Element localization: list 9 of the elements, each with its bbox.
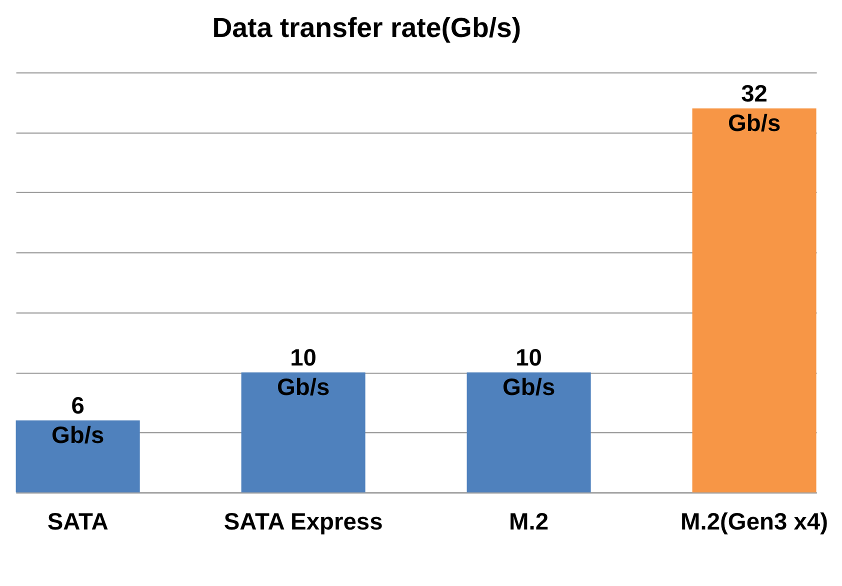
x-tick-label: M.2	[509, 509, 549, 536]
data-label: 32 Gb/s	[728, 81, 781, 138]
x-tick-label: M.2(Gen3 x4)	[680, 509, 828, 536]
data-label: 10 Gb/s	[276, 345, 330, 402]
chart-title: Data transfer rate(Gb/s)	[212, 12, 522, 43]
data-label: 6 Gb/s	[51, 393, 104, 450]
x-tick-label: SATA Express	[224, 509, 383, 536]
data-label: 10 Gb/s	[502, 345, 556, 402]
x-tick-label: SATA	[47, 509, 108, 536]
